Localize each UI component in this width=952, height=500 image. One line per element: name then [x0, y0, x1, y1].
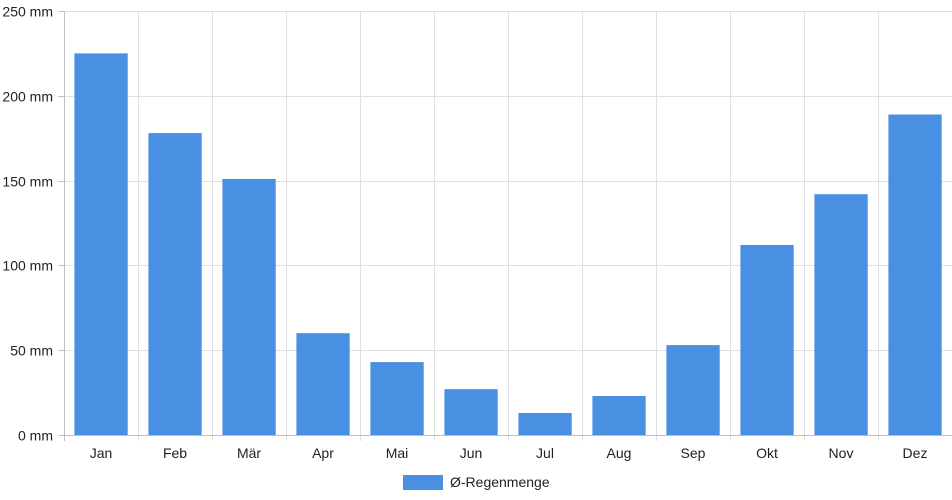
x-tick-label: Aug: [607, 445, 632, 461]
x-axis-ticks: Jan Feb Mär Apr Mai Jun Jul Aug Sep Okt Nov Dez: [90, 445, 928, 461]
bar-nov[interactable]: [814, 194, 868, 435]
y-tick-label: 200 mm: [2, 89, 53, 105]
x-tick-label: Dez: [903, 445, 928, 461]
bar-apr[interactable]: [296, 333, 350, 435]
y-tick-label: 250 mm: [2, 4, 53, 20]
bars: [74, 53, 942, 436]
axes: [58, 11, 952, 441]
legend-label: Ø-Regenmenge: [450, 474, 550, 490]
x-tick-label: Feb: [163, 445, 187, 461]
bar-mai[interactable]: [370, 362, 424, 435]
bar-jun[interactable]: [444, 389, 498, 435]
y-tick-label: 0 mm: [18, 428, 53, 444]
y-tick-label: 100 mm: [2, 258, 53, 274]
y-tick-label: 50 mm: [10, 343, 53, 359]
x-tick-label: Mai: [386, 445, 409, 461]
legend[interactable]: Ø-Regenmenge: [403, 474, 550, 490]
bar-mär[interactable]: [222, 178, 276, 435]
bar-dez[interactable]: [888, 114, 942, 436]
y-axis-ticks: 0 mm 50 mm 100 mm 150 mm 200 mm 250 mm: [2, 4, 64, 444]
bar-sep[interactable]: [666, 345, 720, 435]
bar-okt[interactable]: [740, 245, 794, 435]
x-tick-label: Nov: [829, 445, 854, 461]
x-tick-label: Sep: [681, 445, 706, 461]
bar-jan[interactable]: [74, 53, 128, 436]
legend-swatch: [403, 475, 443, 490]
bar-feb[interactable]: [148, 133, 202, 435]
x-tick-label: Mär: [237, 445, 261, 461]
x-tick-label: Jun: [460, 445, 483, 461]
x-tick-label: Apr: [312, 445, 334, 461]
grid-lines: [64, 11, 952, 441]
x-tick-label: Okt: [756, 445, 778, 461]
y-tick-label: 150 mm: [2, 174, 53, 190]
bar-jul[interactable]: [518, 413, 572, 435]
bar-aug[interactable]: [592, 396, 646, 435]
x-tick-label: Jan: [90, 445, 113, 461]
x-tick-label: Jul: [536, 445, 554, 461]
